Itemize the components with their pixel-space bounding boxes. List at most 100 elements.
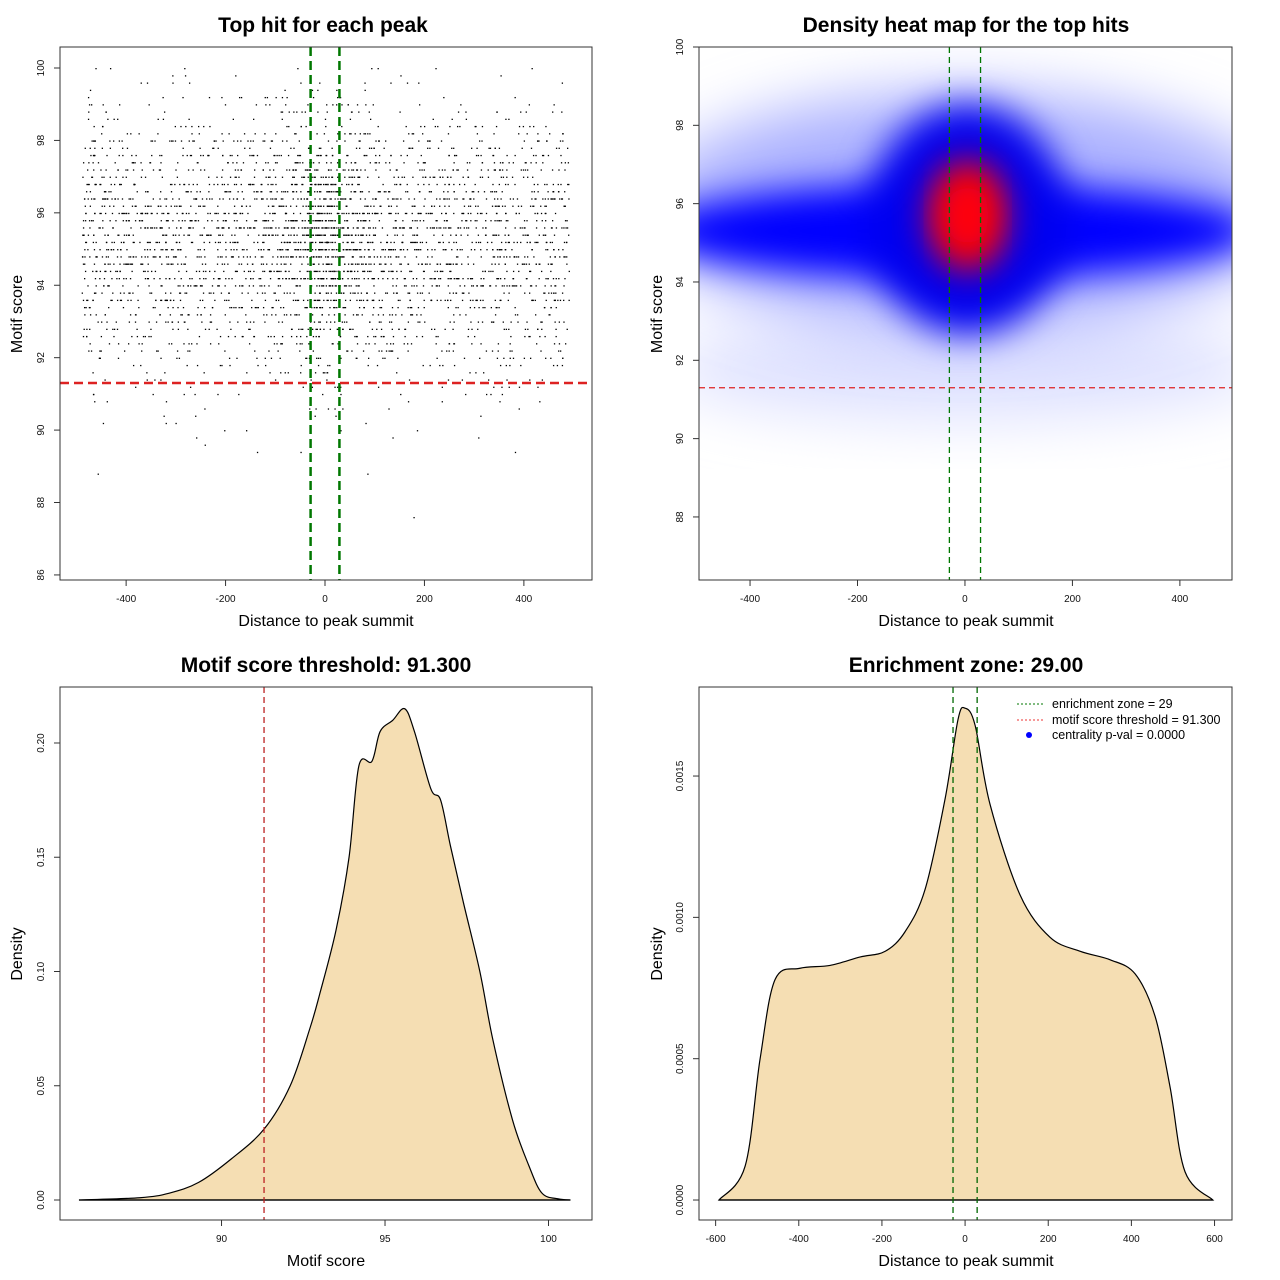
scatter-point	[113, 118, 115, 120]
scatter-point	[493, 162, 496, 164]
scatter-point	[358, 111, 360, 113]
scatter-point	[379, 205, 381, 207]
scatter-point	[418, 212, 420, 215]
scatter-point	[302, 328, 304, 331]
scatter-point	[325, 176, 327, 178]
scatter-point	[224, 314, 226, 316]
scatter-point	[327, 256, 329, 258]
scatter-point	[228, 299, 230, 302]
scatter-point	[151, 270, 153, 273]
scatter-point	[114, 162, 116, 164]
scatter-point	[396, 372, 398, 374]
scatter-point	[397, 306, 399, 309]
scatter-point	[296, 220, 298, 222]
scatter-point	[378, 220, 381, 222]
scatter-point	[231, 256, 234, 258]
scatter-point	[320, 154, 322, 157]
scatter-point	[285, 314, 288, 316]
scatter-point	[312, 220, 314, 222]
scatter-point	[299, 270, 301, 273]
scatter-point	[123, 263, 125, 265]
scatter-point	[448, 241, 450, 244]
scatter-point	[439, 263, 442, 265]
scatter-point	[217, 205, 219, 207]
scatter-point	[442, 249, 444, 251]
scatter-point	[297, 162, 299, 164]
scatter-point	[90, 104, 93, 106]
scatter-point	[357, 285, 359, 287]
scatter-point	[165, 205, 167, 207]
scatter-point	[180, 249, 182, 251]
scatter-point	[413, 234, 416, 236]
scatter-point	[332, 220, 334, 222]
scatter-point	[299, 241, 302, 244]
scatter-point	[319, 357, 322, 359]
scatter-point	[505, 249, 507, 251]
scatter-point	[457, 169, 459, 171]
scatter-point	[411, 314, 414, 316]
scatter-point	[221, 133, 223, 135]
scatter-point	[391, 328, 393, 331]
scatter-point	[188, 183, 190, 186]
scatter-point	[262, 220, 264, 222]
scatter-point	[315, 183, 317, 186]
scatter-point	[452, 263, 454, 265]
y-tick-label: 88	[36, 497, 47, 509]
scatter-point	[299, 285, 301, 287]
scatter-point	[447, 227, 450, 229]
x-tick-label: 400	[516, 594, 533, 605]
scatter-point	[132, 198, 134, 200]
scatter-point	[395, 256, 397, 258]
scatter-point	[566, 256, 568, 258]
scatter-point	[283, 227, 286, 229]
scatter-point	[252, 278, 254, 280]
scatter-point	[302, 256, 305, 258]
scatter-point	[216, 263, 219, 265]
scatter-point	[392, 343, 395, 345]
scatter-point	[197, 306, 199, 309]
scatter-point	[377, 278, 380, 280]
panel2-xlabel: Distance to peak summit	[878, 613, 1054, 630]
scatter-point	[270, 183, 272, 186]
scatter-point	[227, 263, 229, 265]
scatter-point	[448, 205, 450, 207]
scatter-point	[499, 401, 501, 403]
scatter-point	[225, 278, 227, 280]
scatter-point	[191, 133, 193, 135]
scatter-point	[346, 321, 348, 323]
scatter-point	[257, 364, 259, 367]
y-tick-label: 92	[36, 352, 47, 364]
scatter-point	[317, 89, 319, 92]
scatter-point	[550, 198, 552, 200]
scatter-point	[132, 162, 135, 164]
scatter-point	[514, 154, 516, 157]
scatter-point	[331, 343, 333, 345]
scatter-point	[330, 205, 333, 207]
scatter-point	[150, 140, 152, 142]
scatter-point	[172, 140, 174, 142]
scatter-point	[217, 241, 220, 244]
scatter-point	[479, 140, 481, 142]
scatter-point	[287, 372, 289, 374]
scatter-point	[366, 205, 368, 207]
scatter-point	[165, 422, 167, 425]
scatter-point	[296, 111, 298, 113]
scatter-point	[493, 169, 495, 171]
scatter-point	[189, 227, 192, 229]
scatter-point	[392, 335, 395, 338]
scatter-point	[386, 343, 388, 345]
scatter-point	[315, 241, 317, 244]
scatter-point	[380, 241, 382, 244]
scatter-point	[424, 263, 427, 265]
scatter-point	[156, 350, 158, 352]
scatter-point	[95, 314, 97, 316]
x-tick-label: -200	[216, 594, 236, 605]
scatter-point	[228, 292, 230, 294]
scatter-point	[546, 241, 548, 244]
scatter-point	[305, 306, 307, 309]
scatter-point	[467, 227, 470, 229]
scatter-point	[238, 306, 240, 309]
scatter-point	[530, 162, 532, 164]
scatter-point	[267, 205, 270, 207]
scatter-point	[327, 299, 329, 302]
